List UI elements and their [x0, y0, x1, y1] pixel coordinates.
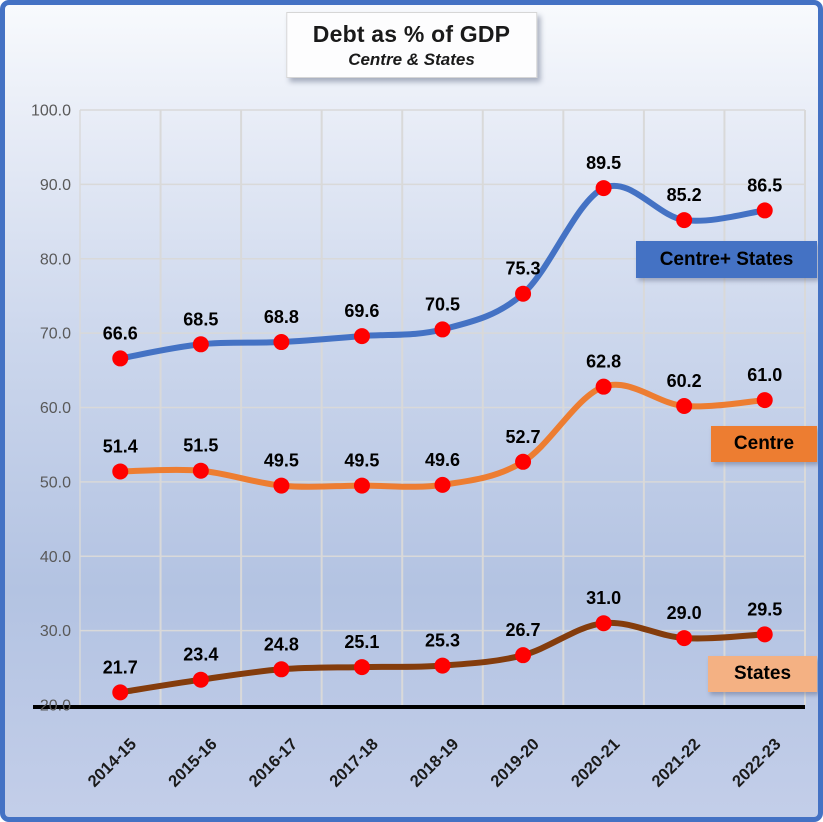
- data-point-marker: [112, 463, 129, 480]
- x-tick-label: 2019-20: [487, 735, 543, 791]
- data-point-marker: [595, 180, 612, 197]
- x-tick-label: 2017-18: [326, 735, 382, 791]
- data-label: 29.5: [747, 599, 782, 619]
- data-point-marker: [353, 659, 370, 676]
- data-label: 68.5: [183, 309, 218, 329]
- data-label: 29.0: [667, 603, 702, 623]
- data-point-marker: [756, 626, 773, 643]
- data-point-marker: [676, 398, 693, 415]
- data-point-marker: [434, 476, 451, 493]
- data-point-marker: [515, 647, 532, 664]
- y-tick-label: 20.0: [40, 698, 71, 715]
- data-label: 62.8: [586, 352, 621, 372]
- x-tick-label: 2021-22: [648, 735, 704, 791]
- legend-states: States: [708, 656, 817, 692]
- data-label: 61.0: [747, 365, 782, 385]
- x-tick-label: 2022-23: [729, 735, 785, 791]
- data-point-marker: [595, 378, 612, 395]
- data-point-marker: [595, 615, 612, 632]
- data-label: 25.3: [425, 631, 460, 651]
- data-point-marker: [434, 657, 451, 674]
- data-point-marker: [353, 477, 370, 494]
- y-tick-label: 40.0: [40, 549, 71, 566]
- y-tick-label: 30.0: [40, 623, 71, 640]
- data-label: 21.7: [103, 657, 138, 677]
- x-tick-label: 2016-17: [246, 735, 302, 791]
- x-tick-label: 2020-21: [568, 735, 624, 791]
- data-point-marker: [273, 334, 290, 351]
- data-label: 31.0: [586, 588, 621, 608]
- data-label: 86.5: [747, 175, 782, 195]
- data-point-marker: [676, 212, 693, 229]
- data-label: 69.6: [344, 301, 379, 321]
- data-label: 66.6: [103, 323, 138, 343]
- data-label: 51.5: [183, 436, 218, 456]
- debt-gdp-line-chart: 20.0 30.0 40.0 50.0 60.0 70.0 80.0 90.0 100.0 201…: [31, 103, 806, 791]
- data-label: 23.4: [183, 645, 218, 665]
- y-tick-label: 100.0: [31, 103, 71, 120]
- data-label: 89.5: [586, 153, 621, 173]
- x-tick-label: 2014-15: [85, 735, 141, 791]
- data-label: 49.5: [344, 451, 379, 471]
- data-point-marker: [756, 392, 773, 409]
- legend-centre: Centre: [711, 426, 817, 462]
- data-point-marker: [515, 453, 532, 470]
- y-tick-label: 80.0: [40, 251, 71, 268]
- data-point-marker: [112, 684, 129, 701]
- data-label: 26.7: [506, 620, 541, 640]
- data-point-marker: [353, 328, 370, 345]
- data-label: 60.2: [667, 371, 702, 391]
- data-point-marker: [515, 285, 532, 302]
- chart-subtitle: Centre & States: [348, 49, 475, 69]
- data-label: 52.7: [506, 427, 541, 447]
- y-tick-label: 70.0: [40, 326, 71, 343]
- data-label: 24.8: [264, 634, 299, 654]
- y-tick-label: 60.0: [40, 400, 71, 417]
- data-label: 51.4: [103, 436, 138, 456]
- data-label: 49.6: [425, 450, 460, 470]
- y-tick-label: 90.0: [40, 177, 71, 194]
- chart-title-card: Debt as % of GDP Centre & States: [285, 12, 538, 78]
- data-label: 75.3: [506, 259, 541, 279]
- data-point-marker: [434, 321, 451, 338]
- data-label: 70.5: [425, 294, 460, 314]
- data-label: 68.8: [264, 307, 299, 327]
- data-label: 49.5: [264, 451, 299, 471]
- data-point-marker: [192, 336, 209, 353]
- data-point-marker: [676, 630, 693, 647]
- data-label: 85.2: [667, 185, 702, 205]
- x-tick-label: 2015-16: [165, 735, 221, 791]
- data-point-marker: [273, 661, 290, 678]
- y-tick-label: 50.0: [40, 474, 71, 491]
- data-point-marker: [192, 671, 209, 688]
- data-point-marker: [112, 350, 129, 367]
- legend-centre-plus-states: Centre+ States: [636, 241, 817, 278]
- data-label: 25.1: [344, 632, 379, 652]
- data-point-marker: [273, 477, 290, 494]
- chart-title: Debt as % of GDP: [312, 21, 511, 47]
- series-line-centre-states: [117, 182, 768, 362]
- data-point-marker: [192, 462, 209, 479]
- data-point-marker: [756, 202, 773, 219]
- x-tick-label: 2018-19: [407, 735, 463, 791]
